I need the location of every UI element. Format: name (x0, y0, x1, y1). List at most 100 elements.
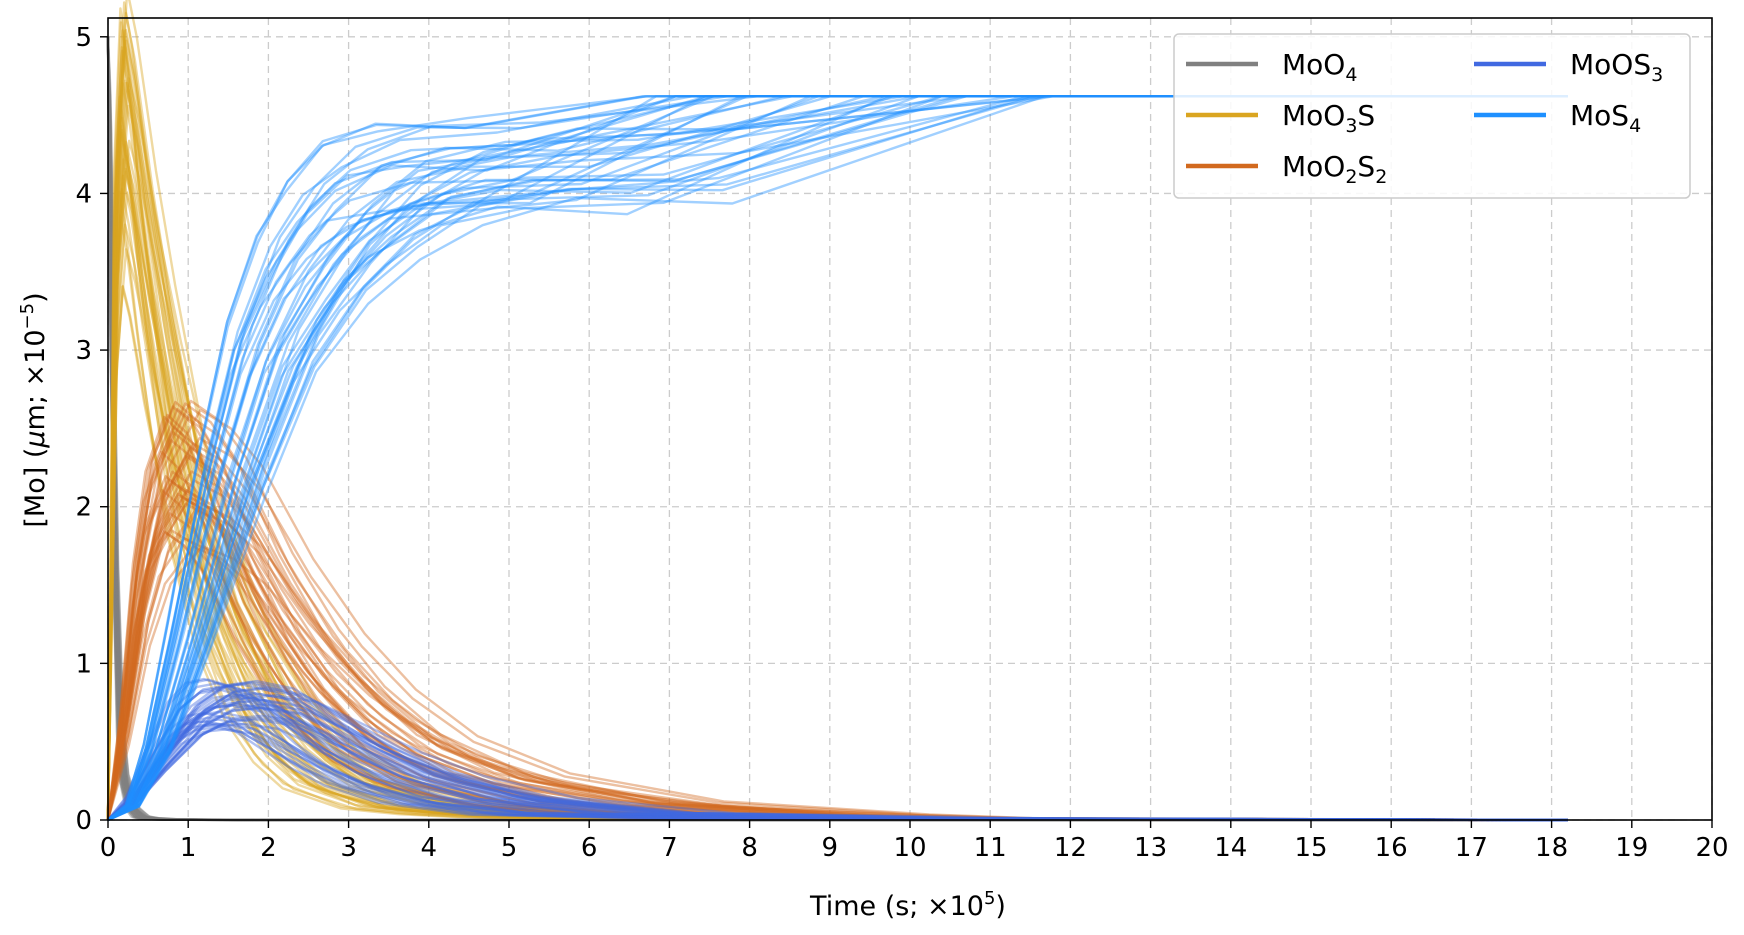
y-tick-label: 3 (75, 336, 92, 366)
legend-label-part: S (1357, 99, 1375, 132)
ensemble-line-moo2s2 (106, 492, 1568, 822)
ensemble-line-mos4 (107, 95, 1568, 822)
x-tick-label: 6 (581, 833, 598, 863)
series-moo3s (106, 0, 1568, 822)
ensemble-line-moo2s2 (106, 488, 1568, 822)
ensemble-line-mos4 (107, 95, 1568, 821)
x-tick-label: 17 (1455, 833, 1488, 863)
ensemble-line-mos4 (107, 95, 1568, 822)
ensemble-line-moo2s2 (106, 437, 1568, 822)
ensemble-line-moos3 (107, 691, 1568, 822)
ensemble-line-moos3 (107, 678, 1568, 822)
ensemble-line-mos4 (107, 95, 1568, 822)
ensemble-line-moo3s (106, 214, 1568, 822)
ensemble-line-moo2s2 (106, 402, 1568, 822)
ensemble-line-moo2s2 (106, 415, 1568, 822)
y-tick-label: 2 (75, 493, 92, 523)
ensemble-line-moo2s2 (106, 529, 1568, 822)
ensemble-line-moo3s (106, 139, 1568, 822)
x-tick-label: 18 (1535, 833, 1568, 863)
ensemble-line-moo2s2 (106, 400, 1568, 822)
ensemble-line-moo2s2 (106, 408, 1568, 822)
ensemble-line-mos4 (107, 95, 1568, 821)
ensemble-line-moos3 (107, 702, 1568, 822)
ensemble-line-mos4 (107, 95, 1568, 822)
ensemble-line-moos3 (107, 686, 1568, 822)
ensemble-line-mos4 (107, 95, 1568, 822)
ensemble-line-moos3 (107, 694, 1568, 822)
x-axis-label-text: Time (s; ×10 (809, 891, 984, 922)
ensemble-line-moos3 (107, 692, 1568, 822)
ensemble-line-mos4 (107, 95, 1568, 822)
ensemble-line-moos3 (107, 679, 1568, 822)
ensemble-line-moo3s (106, 124, 1568, 822)
ensemble-line-moos3 (107, 698, 1568, 822)
ensemble-line-moos3 (107, 695, 1568, 822)
ensemble-line-mos4 (107, 95, 1568, 822)
ensemble-line-mos4 (107, 95, 1568, 822)
ensemble-line-moo3s (106, 7, 1568, 822)
ensemble-line-moo3s (106, 223, 1568, 822)
ensemble-line-moo3s (106, 284, 1568, 822)
ensemble-line-moo3s (106, 39, 1568, 822)
x-axis-label-close: ) (995, 891, 1006, 922)
x-tick-label: 12 (1054, 833, 1087, 863)
ensemble-line-mos4 (107, 95, 1568, 822)
ensemble-line-moos3 (107, 686, 1568, 822)
legend-label-part: 3 (1651, 64, 1663, 86)
y-axis-label-close: ) (20, 292, 51, 303)
x-tick-label: 3 (340, 833, 357, 863)
ensemble-line-moo2s2 (106, 431, 1568, 822)
ensemble-line-moo3s (106, 285, 1568, 822)
ensemble-line-moos3 (107, 683, 1568, 822)
ensemble-line-mos4 (107, 95, 1568, 822)
ensemble-line-moo3s (106, 46, 1568, 822)
ensemble-line-mos4 (107, 95, 1568, 822)
legend-label-part: MoO (1282, 48, 1345, 81)
ensemble-line-moos3 (107, 724, 1568, 822)
ensemble-line-moo2s2 (106, 405, 1568, 822)
ensemble-line-moo3s (106, 21, 1568, 822)
ensemble-line-mos4 (107, 95, 1568, 821)
ensemble-line-moos3 (107, 726, 1568, 822)
legend-label-part: MoS (1570, 99, 1629, 132)
ensemble-line-mos4 (107, 95, 1568, 821)
y-tick-label: 5 (75, 23, 92, 53)
x-axis-label: Time (s; ×105) (809, 888, 1006, 922)
x-tick-label: 9 (822, 833, 839, 863)
y-tick-label: 1 (75, 649, 92, 679)
x-tick-label: 1 (180, 833, 197, 863)
ensemble-line-moo3s (106, 191, 1568, 822)
x-tick-label: 11 (974, 833, 1007, 863)
ensemble-line-mos4 (107, 95, 1568, 821)
ensemble-line-moo2s2 (106, 470, 1568, 822)
ensemble-line-moo3s (106, 0, 1568, 822)
series-mos4 (107, 95, 1568, 822)
ensemble-line-moos3 (107, 718, 1568, 822)
x-tick-label: 5 (501, 833, 518, 863)
ensemble-line-mos4 (107, 95, 1568, 822)
ensemble-line-moos3 (107, 703, 1568, 822)
ensemble-line-moo2s2 (106, 407, 1568, 822)
ensemble-line-moo2s2 (106, 442, 1568, 822)
y-axis-label-mid: m; ×10 (20, 329, 51, 430)
ensemble-line-mos4 (107, 95, 1568, 821)
ensemble-line-mos4 (107, 95, 1568, 821)
ensemble-line-moos3 (107, 716, 1568, 822)
x-tick-label: 0 (100, 833, 117, 863)
ensemble-line-moo2s2 (106, 494, 1568, 822)
ensemble-line-mos4 (107, 95, 1568, 822)
ensemble-line-moo2s2 (106, 531, 1568, 822)
ensemble-line-mos4 (107, 95, 1568, 822)
ensemble-line-moo3s (106, 131, 1568, 822)
x-tick-label: 4 (421, 833, 438, 863)
ensemble-line-mos4 (107, 95, 1568, 822)
y-axis-label-mu: μ (20, 430, 51, 448)
ensemble-line-moo3s (106, 188, 1568, 822)
ensemble-line-moos3 (107, 706, 1568, 822)
x-tick-label: 14 (1214, 833, 1247, 863)
ensemble-line-moos3 (107, 687, 1568, 822)
ensemble-line-mos4 (107, 95, 1568, 822)
ensemble-line-moos3 (107, 693, 1568, 822)
